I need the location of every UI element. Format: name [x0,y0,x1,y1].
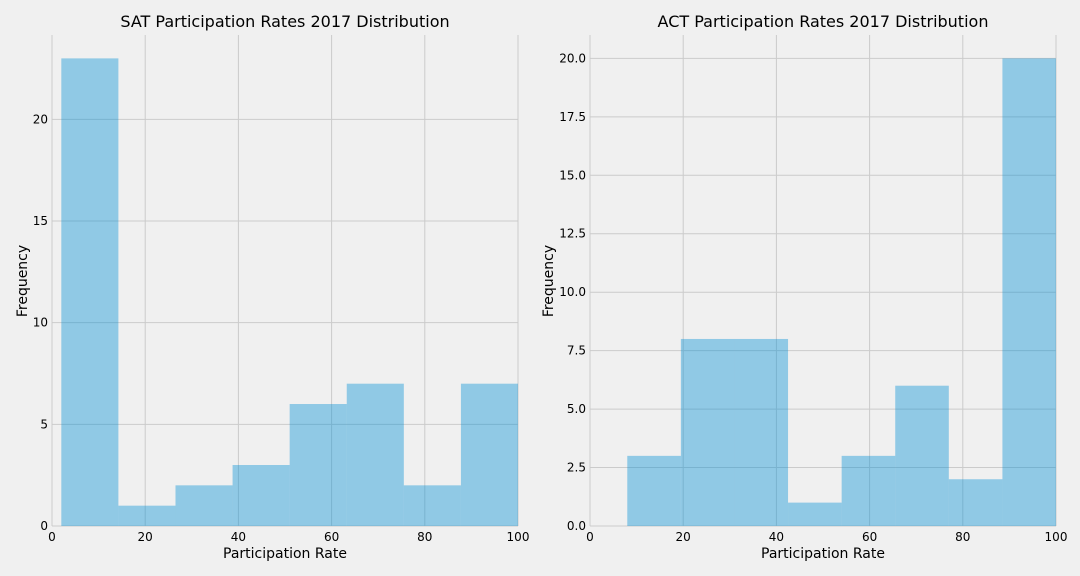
act-y-axis-label: Frequency [541,245,557,317]
sat-y-tick-label: 20 [33,112,48,126]
act-bar [788,502,842,526]
sat-x-tick-label: 40 [231,530,246,544]
act-y-tick-label: 10.0 [559,285,586,299]
sat-bar [403,485,461,526]
sat-y-tick-label: 0 [40,519,48,533]
act-y-tick-label: 5.0 [567,402,586,416]
act-x-tick-label: 0 [586,530,594,544]
act-y-tick-label: 7.5 [567,344,586,358]
sat-bar [346,383,404,526]
act-y-tick-label: 17.5 [559,110,586,124]
sat-y-tick-label: 10 [33,316,48,330]
sat-x-tick-label: 80 [417,530,432,544]
act-chart-title: ACT Participation Rates 2017 Distributio… [658,12,989,31]
sat-bar [289,404,347,526]
sat-x-tick-label: 20 [138,530,153,544]
act-x-tick-label: 80 [955,530,970,544]
act-bar [895,385,949,526]
act-y-tick-label: 0.0 [567,519,586,533]
act-bar [1002,58,1056,526]
act-gridlines [589,35,1057,527]
act-y-tick-label: 2.5 [567,461,586,475]
act-bar [841,455,896,526]
act-x-tick-label: 100 [1045,530,1068,544]
sat-x-axis-label: Participation Rate [223,546,347,562]
act-x-axis-label: Participation Rate [761,546,885,562]
act-x-tick-label: 60 [862,530,877,544]
sat-bars [61,58,518,526]
act-tick-labels: 0 20 40 60 80 100 0.0 2.5 5.0 7.5 10.0 12.5 15.0 17.5… [559,51,1067,544]
sat-y-tick-label: 5 [40,417,48,431]
act-y-tick-label: 15.0 [559,168,586,182]
sat-bar [232,465,290,526]
sat-tick-labels: 0 20 40 60 80 100 0 5 10 15 20 [33,112,530,544]
act-histogram: ACT Participation Rates 2017 Distributio… [541,12,1067,562]
sat-bar [61,58,119,526]
act-x-tick-label: 40 [769,530,784,544]
act-bar [680,338,735,526]
sat-y-tick-label: 15 [33,214,48,228]
act-y-tick-label: 12.5 [559,227,586,241]
sat-gridlines [51,35,519,527]
act-bar [948,479,1003,526]
act-bar [734,338,789,526]
sat-bar [175,485,233,526]
sat-bar [460,383,518,526]
sat-x-tick-label: 0 [48,530,56,544]
sat-x-tick-label: 60 [324,530,339,544]
act-y-tick-label: 20.0 [559,51,586,65]
act-bar [627,455,681,526]
act-bars [627,58,1056,526]
act-x-tick-label: 20 [676,530,691,544]
sat-chart-title: SAT Participation Rates 2017 Distributio… [120,12,449,31]
sat-histogram: SAT Participation Rates 2017 Distributio… [15,12,529,562]
sat-bar [118,505,176,526]
sat-x-tick-label: 100 [507,530,530,544]
sat-y-axis-label: Frequency [15,245,31,317]
